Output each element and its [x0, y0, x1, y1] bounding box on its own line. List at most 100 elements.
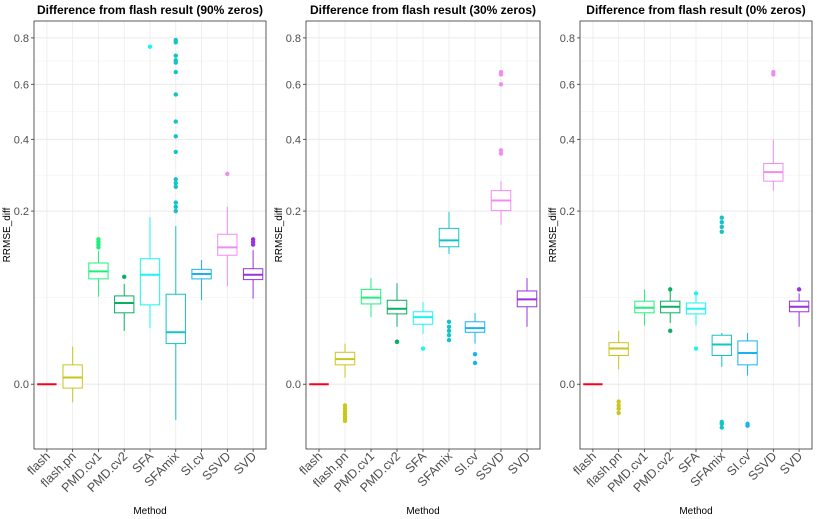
outlier-point	[719, 425, 724, 430]
outlier-point	[498, 82, 504, 87]
outlier-point	[173, 69, 178, 75]
panel-title: Difference from flash result (90% zeros)	[37, 3, 263, 17]
y-axis-title: RRMSE_diff	[548, 207, 559, 262]
y-tick-label: 0.4	[560, 134, 575, 146]
x-axis-title: Method	[679, 506, 712, 517]
box-SVD	[516, 278, 538, 327]
box-body	[62, 364, 83, 389]
box-SVD	[242, 237, 264, 299]
outlier-point	[173, 134, 178, 139]
x-tick-label: SSVD	[199, 449, 233, 483]
y-tick-label: 0.8	[560, 33, 575, 45]
outlier-point	[719, 419, 724, 425]
outlier-point	[668, 328, 673, 334]
outlier-point	[446, 333, 452, 338]
outlier-point	[394, 339, 400, 344]
box-SI.cv	[464, 312, 486, 366]
outlier-point	[342, 403, 348, 408]
outlier-point	[173, 184, 178, 189]
y-tick-label: 0.0	[560, 379, 575, 391]
outlier-point	[173, 53, 178, 58]
box-SFA	[139, 44, 161, 329]
outlier-point	[225, 171, 230, 177]
box-body	[217, 233, 238, 256]
outlier-point	[472, 352, 478, 357]
outlier-point	[693, 346, 699, 351]
x-tick-label: SVD	[777, 449, 805, 477]
outlier-point	[745, 421, 750, 427]
outlier-point	[498, 69, 504, 75]
x-tick-label: SVD	[231, 449, 259, 477]
outlier-point	[446, 319, 452, 324]
outlier-point	[719, 224, 724, 230]
box-body	[386, 299, 408, 315]
x-tick-label: SVD	[505, 449, 533, 477]
y-tick-label: 0.6	[14, 79, 29, 91]
y-tick-label: 0.0	[14, 379, 29, 391]
outlier-point	[173, 58, 178, 63]
panel-2: Difference from flash result (30% zeros)…	[274, 3, 541, 517]
outlier-point	[446, 337, 452, 343]
y-tick-label: 0.0	[286, 379, 301, 391]
y-tick-label: 0.2	[14, 206, 29, 218]
outlier-point	[173, 119, 178, 124]
outlier-point	[147, 44, 153, 49]
outlier-point	[96, 237, 101, 242]
outlier-point	[616, 399, 621, 404]
y-tick-label: 0.2	[286, 206, 301, 218]
panel-title: Difference from flash result (30% zeros)	[310, 3, 536, 17]
outlier-point	[498, 151, 504, 156]
box-SFA	[412, 302, 434, 351]
box-body	[438, 227, 460, 248]
x-axis-title: Method	[406, 506, 439, 517]
box-flash.pn	[608, 330, 629, 416]
outlier-point	[771, 69, 776, 75]
box-SSVD	[763, 69, 784, 191]
outlier-point	[122, 274, 127, 279]
y-tick-label: 0.6	[560, 79, 575, 91]
outlier-point	[342, 418, 348, 424]
box-body	[139, 258, 161, 306]
y-axis-title: RRMSE_diff	[2, 207, 13, 262]
outlier-point	[719, 229, 724, 234]
box-PMD.cv2	[660, 287, 681, 334]
x-tick-label: SSVD	[745, 449, 779, 483]
outlier-point	[173, 204, 178, 209]
box-SFA	[685, 291, 707, 351]
panel-title: Difference from flash result (0% zeros)	[586, 3, 805, 17]
outlier-point	[616, 410, 621, 416]
outlier-point	[173, 92, 178, 97]
outlier-point	[472, 360, 478, 366]
outlier-point	[173, 180, 178, 186]
outlier-point	[173, 149, 178, 155]
box-PMD.cv1	[360, 278, 382, 318]
box-SSVD	[490, 69, 512, 225]
box-SFAmix	[165, 37, 186, 420]
outlier-point	[616, 403, 621, 408]
outlier-point	[719, 215, 724, 220]
box-body	[114, 295, 135, 314]
box-PMD.cv2	[114, 274, 135, 331]
outlier-point	[420, 346, 426, 351]
outlier-point	[693, 291, 699, 296]
box-PMD.cv1	[88, 237, 109, 297]
box-SSVD	[217, 171, 238, 287]
box-SI.cv	[191, 259, 212, 301]
x-axis-title: Method	[133, 506, 166, 517]
y-axis-title: RRMSE_diff	[274, 207, 285, 262]
outlier-point	[446, 324, 452, 329]
y-tick-label: 0.4	[14, 134, 29, 146]
box-SFAmix	[438, 211, 460, 255]
box-flash.pn	[334, 343, 356, 424]
box-flash.pn	[62, 346, 83, 403]
y-tick-label: 0.8	[14, 33, 29, 45]
outlier-point	[498, 148, 504, 153]
outlier-point	[173, 208, 178, 214]
y-tick-label: 0.8	[286, 33, 301, 45]
outlier-point	[173, 177, 178, 182]
panel-3: Difference from flash result (0% zeros) 0…	[548, 3, 813, 517]
y-tick-label: 0.4	[286, 134, 301, 146]
outlier-point	[796, 287, 802, 292]
y-tick-label: 0.6	[286, 79, 301, 91]
